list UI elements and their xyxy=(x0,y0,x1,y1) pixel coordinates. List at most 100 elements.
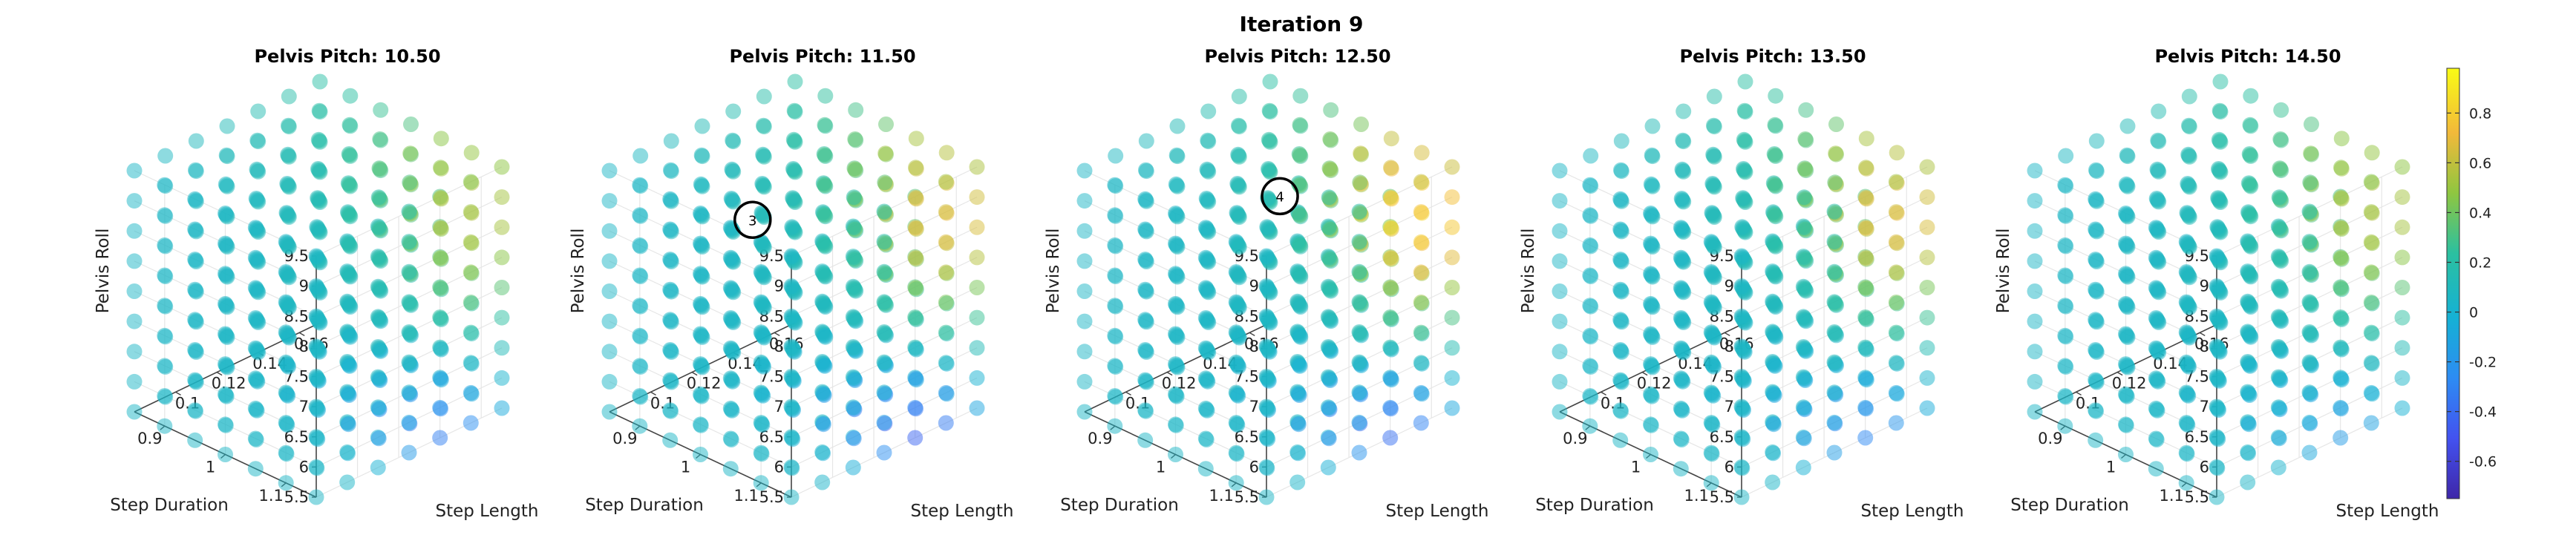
data-point xyxy=(157,148,174,164)
y-tick-label: 1.1 xyxy=(733,487,758,505)
data-point xyxy=(1258,369,1275,384)
data-point xyxy=(1138,133,1154,149)
data-point xyxy=(846,309,862,326)
data-point xyxy=(938,174,954,190)
data-point xyxy=(1767,268,1783,283)
data-point xyxy=(877,174,893,191)
y-tick-label: 1 xyxy=(1156,459,1166,476)
data-point xyxy=(846,189,862,206)
data-point xyxy=(280,298,296,313)
data-point xyxy=(1258,248,1275,264)
data-point xyxy=(1168,266,1183,282)
data-point xyxy=(370,430,387,447)
data-point xyxy=(1107,207,1123,223)
data-point xyxy=(2027,313,2043,329)
data-point xyxy=(1107,267,1123,283)
data-point xyxy=(1767,207,1783,223)
data-point xyxy=(693,447,708,462)
data-point xyxy=(2242,358,2258,374)
data-point xyxy=(783,459,800,475)
data-point xyxy=(1231,119,1247,135)
data-point xyxy=(2178,415,2194,431)
data-point xyxy=(1353,116,1369,132)
data-point xyxy=(1444,249,1460,266)
data-point xyxy=(1383,190,1399,206)
data-point xyxy=(373,102,389,118)
data-point xyxy=(1768,88,1784,104)
data-point xyxy=(311,102,327,119)
data-point xyxy=(401,263,417,280)
data-point xyxy=(1320,459,1336,476)
data-point xyxy=(280,267,296,283)
data-point xyxy=(2394,249,2410,266)
data-point xyxy=(908,341,923,357)
data-point xyxy=(2180,267,2197,283)
data-point xyxy=(817,147,833,163)
data-point xyxy=(969,159,985,175)
data-point xyxy=(1552,404,1568,420)
data-point xyxy=(1292,328,1308,344)
data-point xyxy=(187,312,203,328)
data-point xyxy=(218,176,234,192)
data-point xyxy=(1733,248,1750,264)
data-point xyxy=(1413,204,1429,220)
data-point xyxy=(1612,221,1629,237)
data-point xyxy=(1612,281,1629,298)
data-point xyxy=(1733,398,1750,415)
data-point xyxy=(938,145,955,161)
y-tick-label: 0.9 xyxy=(2038,430,2062,447)
data-point xyxy=(1673,310,1689,326)
data-point xyxy=(787,73,803,90)
data-point xyxy=(280,177,296,193)
data-point xyxy=(188,162,203,178)
data-point xyxy=(1383,341,1399,357)
data-point xyxy=(756,119,772,135)
data-point xyxy=(1736,102,1753,119)
data-point xyxy=(2118,176,2134,192)
data-point xyxy=(662,372,679,388)
data-point xyxy=(339,444,356,460)
data-point xyxy=(1107,237,1123,253)
data-point xyxy=(1137,402,1154,418)
data-point xyxy=(2057,207,2073,223)
data-point xyxy=(662,312,679,328)
data-point xyxy=(1612,432,1629,448)
data-point xyxy=(463,145,480,161)
grid xyxy=(1084,166,1453,498)
data-point xyxy=(1351,444,1367,461)
data-point xyxy=(1197,370,1214,387)
data-point xyxy=(2057,388,2073,404)
subplot-title: Pelvis Pitch: 14.50 xyxy=(2154,46,2341,67)
data-point xyxy=(1643,386,1658,402)
data-point xyxy=(601,344,618,360)
z-tick-label: 5.5 xyxy=(1710,488,1734,506)
data-point xyxy=(632,237,648,253)
data-point xyxy=(1383,160,1399,176)
data-point xyxy=(1919,219,1935,235)
data-point xyxy=(908,190,923,206)
data-point xyxy=(1383,280,1399,296)
data-point xyxy=(847,131,863,147)
data-point xyxy=(908,370,923,387)
data-point xyxy=(2180,387,2197,404)
data-point xyxy=(1706,119,1722,135)
subplot-2: Pelvis Pitch: 11.500.10.120.140.160.911.… xyxy=(569,46,1014,521)
data-point xyxy=(462,234,479,250)
colorbar-tick-label: 0.2 xyxy=(2469,255,2491,272)
data-point xyxy=(1230,267,1246,283)
data-point xyxy=(2333,401,2349,417)
data-point xyxy=(1674,161,1690,177)
data-point xyxy=(1552,344,1568,360)
colorbar-tick-label: -0.4 xyxy=(2469,404,2497,421)
data-point xyxy=(2271,370,2287,387)
data-point xyxy=(1673,430,1689,447)
data-point xyxy=(2148,370,2164,387)
data-point xyxy=(725,103,742,119)
data-point xyxy=(187,191,203,207)
data-point xyxy=(401,444,417,461)
data-point xyxy=(278,415,294,431)
data-point xyxy=(601,223,618,239)
data-point xyxy=(1734,219,1750,235)
data-point xyxy=(1765,386,1782,402)
data-point xyxy=(2240,474,2256,490)
